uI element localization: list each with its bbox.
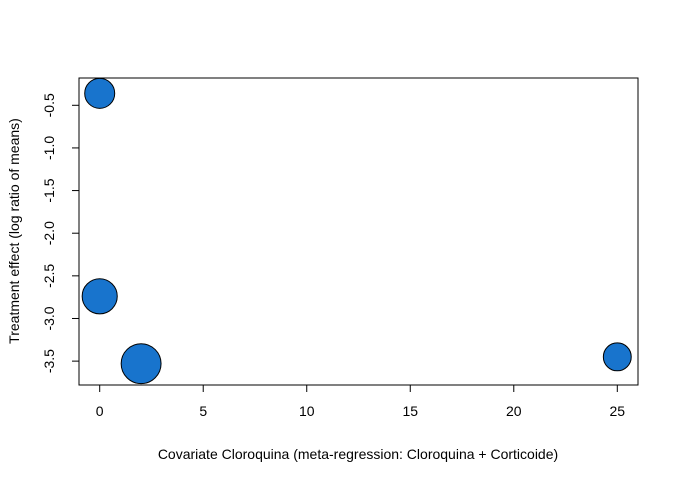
data-point [120,343,162,385]
x-tick-label: 25 [610,403,626,419]
x-tick-label: 20 [506,403,522,419]
data-points [81,77,632,385]
y-tick-label: -2.5 [41,264,57,288]
x-axis: 0 5 10 15 20 25 [96,384,626,419]
data-point [84,77,116,109]
y-axis-title: Treatment effect (log ratio of means) [6,118,22,344]
x-tick-label: 5 [199,403,207,419]
y-tick-label: -0.5 [41,93,57,117]
y-tick-label: -1.5 [41,178,57,202]
y-tick-label: -3.0 [41,306,57,330]
y-tick-label: -1.0 [41,136,57,160]
data-point [81,278,118,315]
data-point [602,342,632,372]
x-tick-label: 0 [96,403,104,419]
y-tick-label: -3.5 [41,349,57,373]
x-tick-label: 15 [402,403,418,419]
y-tick-label: -2.0 [41,221,57,245]
x-tick-label: 10 [299,403,315,419]
y-axis: -0.5 -1.0 -1.5 -2.0 -2.5 -3.0 -3.5 [41,93,80,373]
x-axis-title: Covariate Cloroquina (meta-regression: C… [158,446,558,462]
plot-frame [78,77,639,386]
